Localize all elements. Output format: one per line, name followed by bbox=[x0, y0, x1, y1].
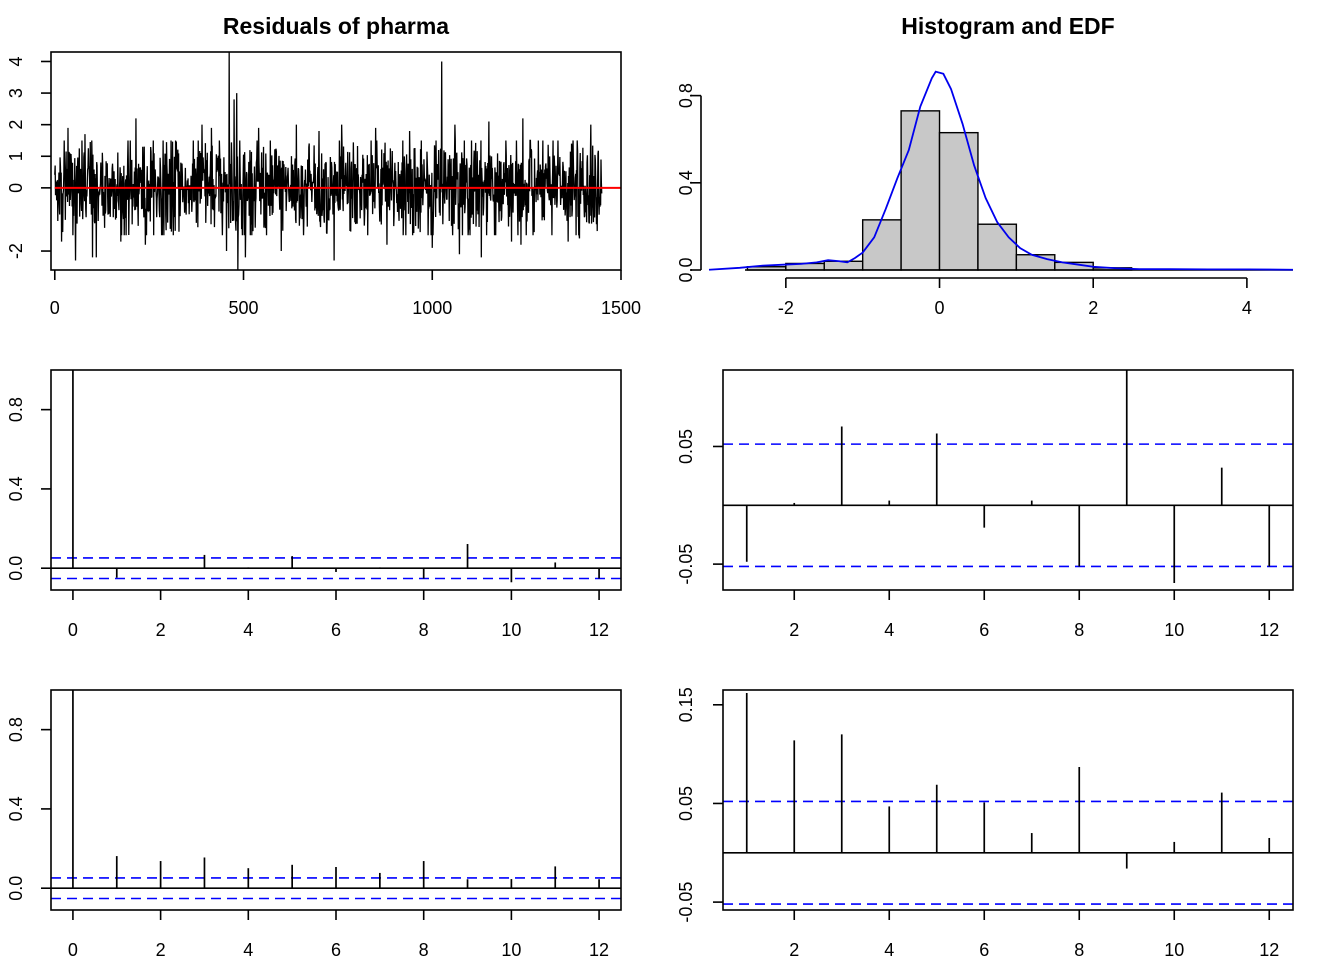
histogram-bar bbox=[900, 110, 941, 271]
pacf-frame bbox=[722, 369, 1294, 591]
pacf-x-tick-label: 6 bbox=[979, 620, 989, 640]
pacf-y-tick-label: -0.05 bbox=[676, 544, 696, 585]
residuals-y-tick-label: 4 bbox=[6, 56, 26, 66]
residuals-x-tick-label: 1000 bbox=[412, 298, 452, 318]
pacf-x-tick-label: 8 bbox=[1074, 620, 1084, 640]
acf-squared-spikes bbox=[72, 690, 600, 889]
pacf-x-tick-label: 4 bbox=[884, 620, 894, 640]
histogram-title: Histogram and EDF bbox=[901, 13, 1114, 39]
pacf-squared-y-tick-label: 0.05 bbox=[676, 786, 696, 821]
acf-panel: 0 2 4 6 8 10 12 0.0 0.4 0.8 bbox=[6, 369, 622, 640]
residuals-y-tick-label: 3 bbox=[6, 88, 26, 98]
residuals-x-tick-label: 1500 bbox=[601, 298, 641, 318]
acf-squared-y-tick-label: 0.8 bbox=[6, 717, 26, 742]
acf-squared-panel: 0 2 4 6 8 10 12 0.0 0.4 0.8 bbox=[6, 689, 622, 960]
histogram-y-tick-label: 0.8 bbox=[676, 83, 696, 108]
pacf-squared-panel: 2 4 6 8 10 12 -0.05 0.05 0.15 bbox=[676, 687, 1294, 960]
pacf-squared-x-tick-label: 6 bbox=[979, 940, 989, 960]
histogram-density-curve bbox=[708, 70, 1294, 271]
acf-x-tick-label: 10 bbox=[501, 620, 521, 640]
acf-spikes bbox=[72, 370, 600, 583]
acf-y-axis: 0.0 0.4 0.8 bbox=[6, 397, 51, 581]
pacf-y-tick-label: 0.05 bbox=[676, 429, 696, 464]
pacf-spikes bbox=[745, 370, 1271, 583]
acf-squared-x-tick-label: 8 bbox=[419, 940, 429, 960]
residuals-x-axis: 0 500 1000 1500 bbox=[50, 270, 641, 318]
pacf-x-axis: 2 4 6 8 10 12 bbox=[789, 590, 1279, 640]
histogram-bar bbox=[1015, 254, 1056, 271]
pacf-squared-y-tick-label: -0.05 bbox=[676, 882, 696, 923]
acf-squared-x-tick-label: 12 bbox=[589, 940, 609, 960]
pacf-squared-y-axis: -0.05 0.05 0.15 bbox=[676, 687, 723, 923]
acf-x-tick-label: 4 bbox=[243, 620, 253, 640]
acf-x-tick-label: 0 bbox=[68, 620, 78, 640]
histogram-bar bbox=[977, 223, 1018, 271]
histogram-x-tick-label: 0 bbox=[935, 298, 945, 318]
residuals-y-tick-label: -2 bbox=[6, 243, 26, 259]
pacf-squared-x-axis: 2 4 6 8 10 12 bbox=[789, 910, 1279, 960]
residuals-panel: 0 500 1000 1500 -2 0 1 2 3 4 bbox=[6, 51, 641, 318]
acf-squared-y-axis: 0.0 0.4 0.8 bbox=[6, 717, 51, 901]
pacf-squared-x-tick-label: 10 bbox=[1164, 940, 1184, 960]
pacf-squared-spikes bbox=[745, 692, 1271, 869]
pacf-x-tick-label: 10 bbox=[1164, 620, 1184, 640]
pacf-panel: 2 4 6 8 10 12 -0.05 0.05 bbox=[676, 369, 1294, 640]
histogram-x-axis: -2 0 2 4 bbox=[778, 277, 1252, 318]
acf-x-tick-label: 6 bbox=[331, 620, 341, 640]
residuals-series-line bbox=[54, 52, 603, 270]
pacf-squared-x-tick-label: 4 bbox=[884, 940, 894, 960]
residuals-frame bbox=[50, 51, 622, 271]
residuals-y-tick-label: 1 bbox=[6, 151, 26, 161]
acf-squared-x-tick-label: 10 bbox=[501, 940, 521, 960]
pacf-squared-y-tick-label: 0.15 bbox=[676, 687, 696, 722]
pacf-squared-x-tick-label: 2 bbox=[789, 940, 799, 960]
residuals-x-tick-label: 0 bbox=[50, 298, 60, 318]
histogram-y-tick-label: 0.4 bbox=[676, 170, 696, 195]
acf-squared-x-tick-label: 6 bbox=[331, 940, 341, 960]
residuals-title: Residuals of pharma bbox=[223, 13, 449, 39]
acf-x-tick-label: 2 bbox=[156, 620, 166, 640]
acf-y-tick-label: 0.0 bbox=[6, 556, 26, 581]
pacf-squared-frame bbox=[722, 689, 1294, 911]
residuals-y-tick-label: 2 bbox=[6, 120, 26, 130]
acf-y-tick-label: 0.4 bbox=[6, 476, 26, 501]
acf-y-tick-label: 0.8 bbox=[6, 397, 26, 422]
residuals-y-axis: -2 0 1 2 3 4 bbox=[6, 56, 51, 259]
acf-squared-x-tick-label: 4 bbox=[243, 940, 253, 960]
residuals-x-tick-label: 500 bbox=[228, 298, 258, 318]
histogram-x-tick-label: 4 bbox=[1242, 298, 1252, 318]
acf-squared-x-tick-label: 0 bbox=[68, 940, 78, 960]
pacf-x-tick-label: 12 bbox=[1259, 620, 1279, 640]
histogram-y-axis: 0.0 0.4 0.8 bbox=[676, 83, 702, 283]
acf-x-axis: 0 2 4 6 8 10 12 bbox=[68, 590, 609, 640]
pacf-squared-x-tick-label: 12 bbox=[1259, 940, 1279, 960]
histogram-x-tick-label: -2 bbox=[778, 298, 794, 318]
acf-squared-y-tick-label: 0.4 bbox=[6, 796, 26, 821]
acf-squared-x-axis: 0 2 4 6 8 10 12 bbox=[68, 910, 609, 960]
histogram-y-tick-label: 0.0 bbox=[676, 257, 696, 282]
histogram-x-tick-label: 2 bbox=[1088, 298, 1098, 318]
residuals-y-tick-label: 0 bbox=[6, 183, 26, 193]
acf-squared-y-tick-label: 0.0 bbox=[6, 876, 26, 901]
acf-x-tick-label: 12 bbox=[589, 620, 609, 640]
pacf-y-axis: -0.05 0.05 bbox=[676, 429, 723, 585]
histogram-panel: -2 0 2 4 0.0 0.4 0.8 bbox=[676, 70, 1294, 318]
histogram-bar bbox=[938, 131, 979, 271]
pacf-x-tick-label: 2 bbox=[789, 620, 799, 640]
pacf-squared-x-tick-label: 8 bbox=[1074, 940, 1084, 960]
acf-squared-x-tick-label: 2 bbox=[156, 940, 166, 960]
acf-x-tick-label: 8 bbox=[419, 620, 429, 640]
